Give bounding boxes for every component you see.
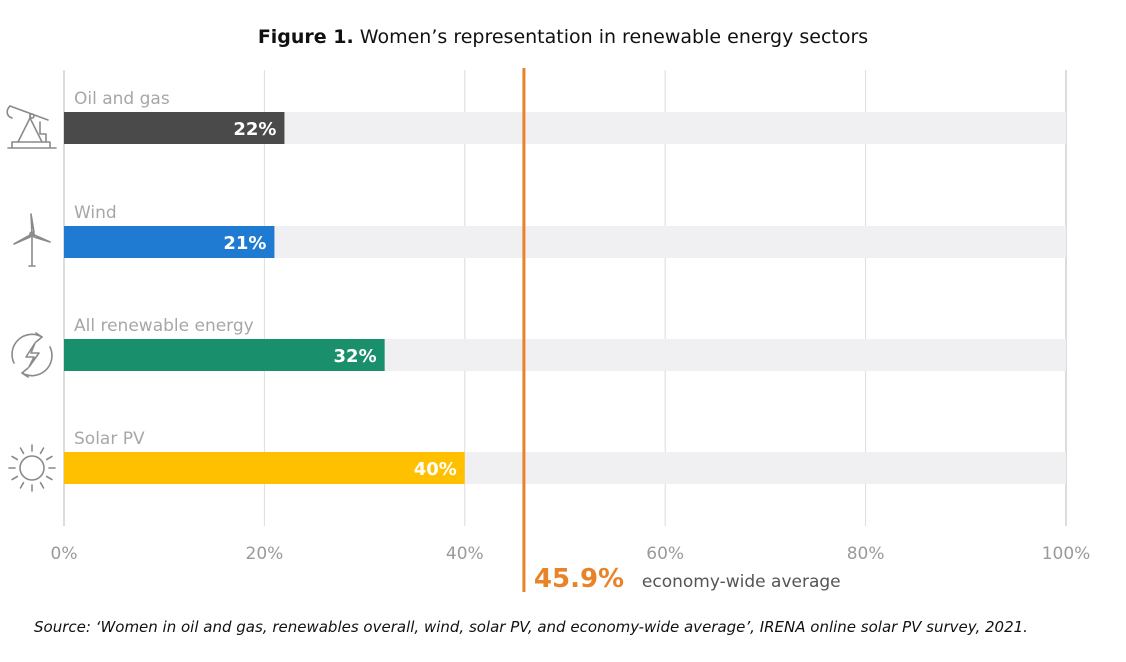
category-label: All renewable energy [74,316,254,336]
x-tick-label: 100% [1042,544,1091,564]
bar-value-label: 32% [334,346,377,367]
bar-value-label: 40% [414,459,457,480]
sun-icon [8,444,56,492]
figure-number: Figure 1. [257,26,354,48]
bar-chart: 22% Oil and gas 21% Wind 32% All renewable en… [6,68,1091,594]
bar-value-label: 22% [233,119,276,140]
figure-title: Figure 1. Women’s representation in rene… [0,26,1126,48]
reference-text-label: economy-wide average [642,572,841,592]
x-tick-label: 0% [51,544,78,564]
x-tick-label: 60% [646,544,684,564]
category-label: Solar PV [74,429,145,449]
source-note: Source: ‘Women in oil and gas, renewable… [34,618,1028,636]
bar [64,452,465,484]
x-tick-label: 80% [847,544,885,564]
bar-value-label: 21% [223,233,266,254]
x-tick-label: 20% [246,544,284,564]
bar [64,112,285,144]
renewable-cycle-icon [11,332,53,378]
reference-value-label: 45.9% [534,564,624,594]
bar [64,226,275,258]
oil-pump-icon [6,105,57,149]
category-label: Oil and gas [74,89,170,109]
bar [64,339,385,371]
wind-turbine-icon [13,213,51,267]
category-label: Wind [74,203,117,223]
x-tick-label: 40% [446,544,484,564]
figure-title-text: Women’s representation in renewable ener… [359,26,869,48]
